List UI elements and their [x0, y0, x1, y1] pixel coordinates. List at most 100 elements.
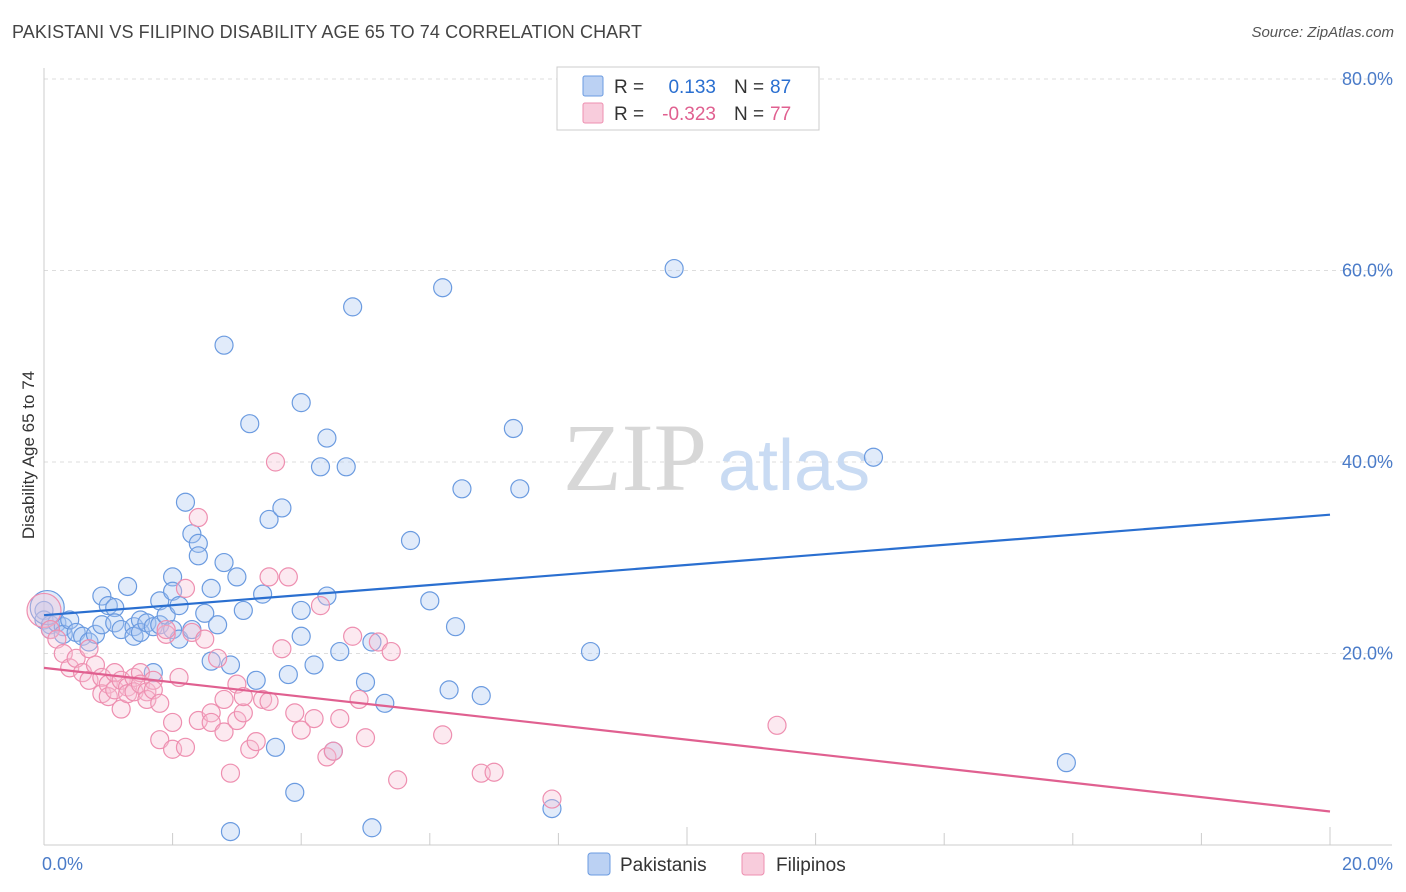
point-pakistanis[interactable] — [246, 670, 266, 690]
point-filipinos[interactable] — [233, 703, 253, 723]
point-filipinos[interactable] — [291, 720, 311, 740]
point-filipinos[interactable] — [156, 619, 176, 640]
point-filipinos[interactable] — [227, 710, 247, 731]
point-pakistanis[interactable] — [355, 672, 376, 692]
point-filipinos[interactable] — [265, 452, 286, 472]
point-pakistanis[interactable] — [664, 258, 684, 279]
point-pakistanis[interactable] — [195, 603, 215, 623]
point-pakistanis[interactable] — [330, 641, 350, 662]
point-pakistanis[interactable] — [272, 498, 292, 518]
point-filipinos[interactable] — [233, 686, 253, 707]
point-pakistanis[interactable] — [863, 447, 884, 467]
point-filipinos[interactable] — [355, 728, 376, 748]
point-pakistanis[interactable] — [278, 664, 298, 685]
point-filipinos[interactable] — [285, 703, 305, 723]
point-pakistanis[interactable] — [253, 584, 273, 604]
point-pakistanis[interactable] — [433, 278, 453, 298]
series-legend-swatch-pakistanis[interactable] — [587, 852, 611, 876]
point-filipinos[interactable] — [388, 770, 408, 790]
point-filipinos[interactable] — [767, 715, 787, 735]
point-pakistanis[interactable] — [420, 591, 440, 611]
point-pakistanis[interactable] — [471, 686, 491, 706]
point-filipinos[interactable] — [272, 639, 292, 659]
point-filipinos[interactable] — [53, 643, 73, 664]
point-pakistanis[interactable] — [336, 457, 356, 477]
point-pakistanis[interactable] — [362, 818, 382, 838]
point-pakistanis[interactable] — [317, 428, 337, 448]
point-filipinos[interactable] — [47, 629, 67, 649]
point-filipinos[interactable] — [220, 763, 241, 783]
point-pakistanis[interactable] — [220, 821, 241, 842]
point-pakistanis[interactable] — [227, 567, 247, 587]
point-pakistanis[interactable] — [79, 632, 99, 652]
point-pakistanis[interactable] — [452, 479, 472, 499]
point-pakistanis[interactable] — [445, 617, 466, 637]
point-pakistanis[interactable] — [85, 624, 106, 644]
point-pakistanis[interactable] — [182, 524, 202, 544]
point-pakistanis[interactable] — [163, 567, 183, 587]
point-filipinos[interactable] — [175, 578, 196, 598]
point-pakistanis[interactable] — [214, 552, 234, 573]
point-pakistanis[interactable] — [259, 509, 279, 530]
point-pakistanis[interactable] — [375, 693, 395, 713]
point-pakistanis[interactable] — [439, 680, 459, 700]
point-filipinos[interactable] — [330, 709, 350, 729]
point-filipinos[interactable] — [433, 725, 453, 745]
point-pakistanis[interactable] — [105, 597, 125, 618]
point-filipinos[interactable] — [208, 648, 228, 668]
point-pakistanis[interactable] — [29, 589, 65, 626]
point-pakistanis[interactable] — [510, 479, 530, 499]
series-legend-swatch-filipinos[interactable] — [741, 852, 765, 876]
point-filipinos[interactable] — [79, 639, 99, 659]
point-filipinos[interactable] — [484, 762, 504, 782]
point-filipinos[interactable] — [310, 596, 331, 616]
point-pakistanis[interactable] — [291, 600, 311, 621]
point-filipinos[interactable] — [40, 619, 61, 640]
point-pakistanis[interactable] — [580, 641, 601, 662]
series-legend-label-filipinos[interactable]: Filipinos — [776, 855, 846, 876]
point-filipinos[interactable] — [343, 626, 363, 646]
point-pakistanis[interactable] — [304, 655, 324, 675]
point-filipinos[interactable] — [259, 691, 279, 711]
point-filipinos[interactable] — [240, 739, 260, 759]
point-pakistanis[interactable] — [285, 782, 305, 802]
point-filipinos[interactable] — [188, 507, 208, 528]
point-filipinos[interactable] — [542, 789, 562, 809]
point-filipinos[interactable] — [201, 712, 221, 733]
point-filipinos[interactable] — [368, 632, 388, 652]
point-filipinos[interactable] — [304, 709, 324, 729]
point-filipinos[interactable] — [381, 641, 401, 662]
point-filipinos[interactable] — [150, 730, 170, 750]
point-pakistanis[interactable] — [188, 546, 208, 566]
point-filipinos[interactable] — [323, 741, 343, 761]
point-pakistanis[interactable] — [310, 457, 331, 477]
point-filipinos[interactable] — [259, 567, 279, 587]
point-filipinos[interactable] — [137, 689, 157, 710]
point-pakistanis[interactable] — [291, 393, 311, 413]
point-pakistanis[interactable] — [117, 576, 138, 597]
point-filipinos[interactable] — [175, 737, 196, 757]
point-pakistanis[interactable] — [317, 586, 337, 606]
point-filipinos[interactable] — [66, 648, 86, 668]
point-filipinos[interactable] — [246, 731, 266, 752]
point-filipinos[interactable] — [26, 592, 62, 629]
point-pakistanis[interactable] — [175, 492, 196, 512]
point-filipinos[interactable] — [214, 722, 234, 742]
point-pakistanis[interactable] — [1056, 753, 1076, 773]
point-filipinos[interactable] — [214, 689, 234, 710]
point-pakistanis[interactable] — [291, 626, 311, 646]
point-pakistanis[interactable] — [208, 615, 228, 635]
point-pakistanis[interactable] — [400, 530, 421, 551]
point-filipinos[interactable] — [278, 567, 298, 587]
point-pakistanis[interactable] — [362, 632, 382, 652]
point-filipinos[interactable] — [60, 658, 80, 678]
point-pakistanis[interactable] — [92, 586, 112, 606]
point-filipinos[interactable] — [156, 624, 176, 644]
point-pakistanis[interactable] — [343, 297, 363, 317]
point-filipinos[interactable] — [163, 712, 183, 733]
series-legend-label-pakistanis[interactable]: Pakistanis — [620, 855, 707, 876]
point-filipinos[interactable] — [150, 693, 170, 713]
point-pakistanis[interactable] — [265, 737, 286, 757]
point-pakistanis[interactable] — [233, 600, 253, 621]
point-pakistanis[interactable] — [503, 418, 523, 439]
